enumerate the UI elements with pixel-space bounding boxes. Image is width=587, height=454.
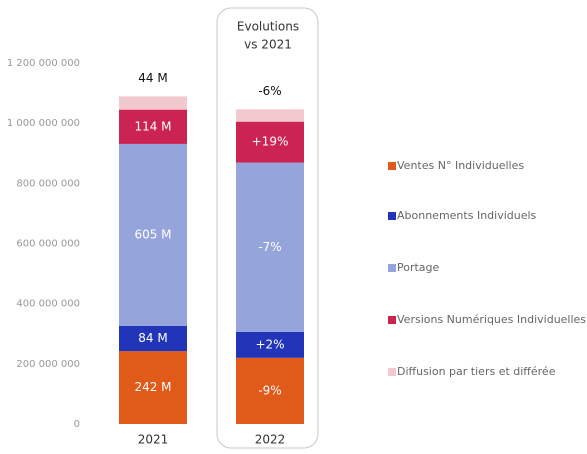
x-tick-label: 2022 bbox=[255, 433, 286, 447]
legend-swatch bbox=[388, 316, 396, 324]
data-label: 84 M bbox=[138, 331, 167, 345]
bar-segment bbox=[119, 143, 187, 326]
bar-segment bbox=[119, 109, 187, 144]
y-tick-label: 1 200 000 000 bbox=[7, 58, 80, 69]
annotation: Evolutions bbox=[237, 20, 299, 34]
bar-segment bbox=[236, 162, 304, 332]
legend-label: Abonnements Individuels bbox=[397, 209, 537, 222]
data-label: -7% bbox=[258, 240, 281, 254]
data-label: -9% bbox=[258, 383, 281, 397]
bar-segment bbox=[236, 357, 304, 424]
y-tick-label: 1 000 000 000 bbox=[7, 118, 80, 129]
data-label: -6% bbox=[258, 84, 281, 98]
y-tick-label: 800 000 000 bbox=[16, 178, 80, 189]
bar-segment bbox=[119, 351, 187, 424]
legend-swatch bbox=[388, 264, 396, 272]
y-tick-label: 0 bbox=[74, 419, 80, 430]
evolution-frame bbox=[216, 7, 319, 449]
data-label: +2% bbox=[255, 337, 284, 351]
annotation: vs 2021 bbox=[244, 38, 292, 52]
x-tick-label: 2021 bbox=[138, 433, 169, 447]
data-label: 605 M bbox=[134, 227, 171, 241]
bar-segment bbox=[236, 331, 304, 358]
y-tick-label: 600 000 000 bbox=[16, 239, 80, 250]
legend-swatch bbox=[388, 212, 396, 220]
legend-label: Diffusion par tiers et différée bbox=[397, 365, 556, 378]
bar-segment bbox=[236, 109, 304, 122]
legend-swatch bbox=[388, 368, 396, 376]
legend-swatch bbox=[388, 162, 396, 170]
legend-label: Versions Numériques Individuelles bbox=[397, 313, 586, 326]
data-label: 242 M bbox=[134, 380, 171, 394]
y-tick-label: 400 000 000 bbox=[16, 299, 80, 310]
bar-segment bbox=[119, 96, 187, 110]
legend-label: Ventes N° Individuelles bbox=[397, 159, 524, 172]
y-tick-label: 200 000 000 bbox=[16, 359, 80, 370]
bar-segment bbox=[119, 325, 187, 352]
data-label: +19% bbox=[252, 135, 289, 149]
data-label: 44 M bbox=[138, 71, 167, 85]
legend-label: Portage bbox=[397, 261, 440, 274]
data-label: 114 M bbox=[134, 119, 171, 133]
bar-segment bbox=[236, 121, 304, 163]
